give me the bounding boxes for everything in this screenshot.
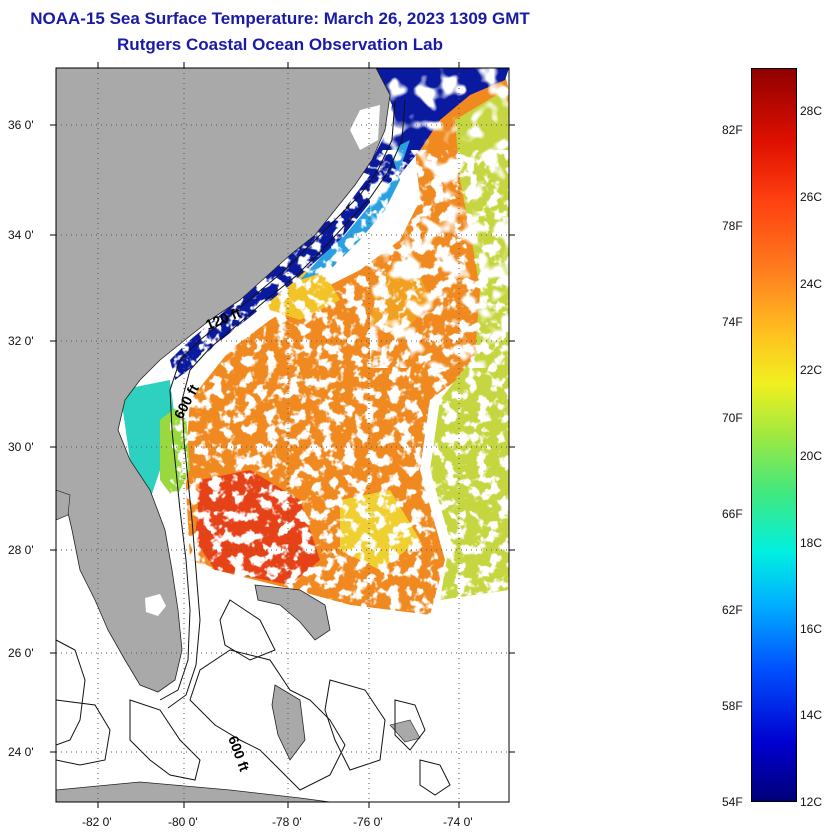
land-us-mainland [56,68,391,693]
colorbar-label-28c: 28C [800,104,823,118]
colorbar-label-74f: 74F [722,315,743,329]
land-bahamas-south [389,719,421,743]
land-bahamas-cuba [56,781,331,802]
lake-okeechobee [145,594,166,616]
sst-cyan-band [120,380,175,500]
colorbar [751,68,797,802]
frame-ticks [50,62,515,808]
colorbar-label-18c: 18C [800,536,823,550]
colorbar-label-82f: 82F [722,123,743,137]
colorbar-label-20c: 20C [800,449,823,463]
colorbar-label-26c: 26C [800,190,823,204]
land-bahamas-grand [254,584,331,641]
land-bahamas-andros [271,684,306,761]
chart-subtitle: Rutgers Coastal Ocean Observation Lab [117,35,443,54]
colorbar-label-66f: 66F [722,507,743,521]
graticule [56,68,509,802]
bathymetry-contours [56,99,451,796]
pamlico-sound [350,105,380,150]
colorbar-label-24c: 24C [800,277,823,291]
lon-label-80: -80 0' [168,815,198,829]
colorbar-label-78f: 78F [722,219,743,233]
lon-label-82: -82 0' [82,815,112,829]
lat-label-28: 28 0' [8,543,34,557]
colorbar-label-58f: 58F [722,699,743,713]
colorbar-label-70f: 70F [722,411,743,425]
colorbar-label-16c: 16C [800,622,823,636]
lat-label-26: 26 0' [8,646,34,660]
map-frame [55,67,510,803]
lat-label-32: 32 0' [8,334,34,348]
land-gulf-edge [56,489,71,521]
lat-label-30: 30 0' [8,440,34,454]
colorbar-label-12c: 12C [800,795,823,809]
colorbar-label-22c: 22C [800,363,823,377]
chart-title: NOAA-15 Sea Surface Temperature: March 2… [30,9,530,28]
colorbar-label-14c: 14C [800,708,823,722]
cloud-cover-north [370,68,509,368]
lat-label-36: 36 0' [8,118,34,132]
lat-label-34: 34 0' [8,228,34,242]
colorbar-label-54f: 54F [722,795,743,809]
lon-label-78: -78 0' [272,815,302,829]
lon-label-74: -74 0' [443,815,473,829]
lat-label-24: 24 0' [8,745,34,759]
colorbar-label-62f: 62F [722,603,743,617]
lon-label-76: -76 0' [353,815,383,829]
